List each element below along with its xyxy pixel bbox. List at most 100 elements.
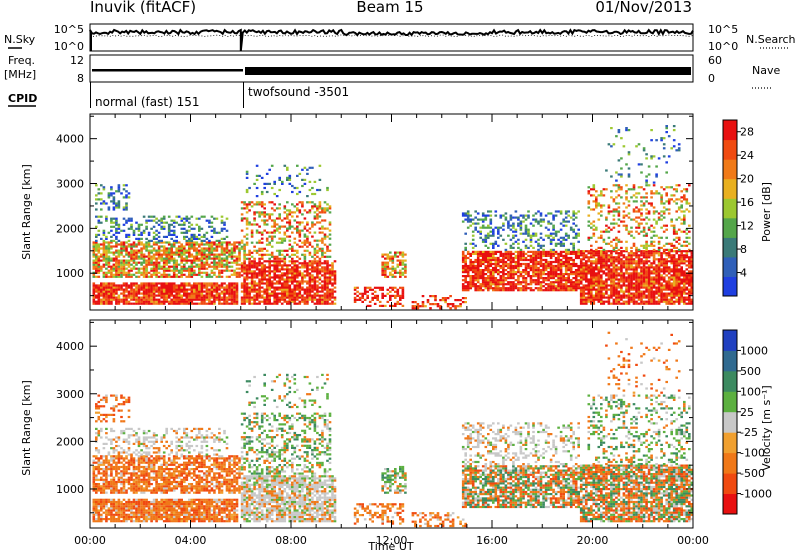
heatmap-cell [308,296,312,299]
heatmap-cell [471,250,475,253]
heatmap-cell [188,249,191,252]
heatmap-cell [296,282,299,285]
heatmap-cell [441,299,445,302]
heatmap-cell [92,253,96,256]
heatmap-cell [640,262,643,265]
heatmap-cell [672,294,676,297]
heatmap-cell [537,287,540,290]
heatmap-cell [215,249,219,252]
heatmap-cell [177,241,181,244]
heatmap-cell [384,294,387,297]
heatmap-cell [147,290,151,293]
heatmap-cell [280,298,284,301]
heatmap-cell [368,286,372,289]
heatmap-cell [303,253,307,256]
heatmap-cell [657,264,661,267]
heatmap-cell [637,264,641,267]
heatmap-cell [517,269,520,272]
cpid-label: CPID [8,92,37,105]
heatmap-cell [208,265,211,268]
heatmap-cell [313,266,317,269]
heatmap-cell [670,300,673,303]
heatmap-cell [198,267,201,270]
heatmap-cell [602,284,606,287]
heatmap-cell [549,254,553,257]
heatmap-cell [381,292,384,295]
heatmap-cell [210,288,214,291]
heatmap-cell [213,267,216,270]
heatmap-cell [539,273,543,276]
heatmap-cell [180,231,184,234]
heatmap-cell [572,210,575,213]
heatmap-cell [107,255,111,258]
heatmap-cell [270,186,274,190]
heatmap-cell [308,211,312,214]
heatmap-cell [660,282,663,285]
heatmap-cell [577,266,580,270]
heatmap-cell [165,263,168,266]
heatmap-cell [396,251,400,254]
heatmap-cell [394,269,397,272]
heatmap-cell [258,211,261,214]
heatmap-cell [635,276,638,279]
heatmap-cell [167,225,171,228]
heatmap-cell [170,265,173,268]
heatmap-cell [253,211,256,214]
heatmap-cell [592,250,596,253]
heatmap-cell [316,251,319,254]
heatmap-cell [484,281,488,284]
heatmap-cell [92,290,96,293]
heatmap-cell [157,241,161,244]
heatmap-cell [331,266,334,269]
heatmap-cell [371,288,374,291]
heatmap-cell [396,265,400,268]
heatmap-cell [147,282,151,285]
heatmap-cell [514,262,518,266]
heatmap-cell [220,229,224,232]
heatmap-cell [527,230,530,233]
heatmap-cell [253,270,256,273]
heatmap-cell [273,276,276,279]
heatmap-cell [296,225,299,228]
heatmap-cell [647,250,651,253]
heatmap-cell [592,282,596,285]
heatmap-cell [494,283,498,286]
heatmap-cell [275,249,279,252]
heatmap-cell [275,264,279,267]
heatmap-cell [97,298,101,301]
heatmap-cell [155,271,158,274]
heatmap-cell [554,250,558,253]
heatmap-cell [564,277,568,280]
heatmap-cell [142,273,146,276]
heatmap-cell [399,271,402,274]
heatmap-cell [552,238,555,241]
heatmap-cell [117,200,121,203]
heatmap-cell [152,231,156,234]
heatmap-cell [288,268,292,271]
heatmap-cell [323,211,327,214]
heatmap-cell [454,299,457,302]
heatmap-cell [127,286,131,289]
heatmap-cell [127,261,131,264]
heatmap-cell [286,249,289,252]
heatmap-cell [291,292,294,295]
heatmap-cell [522,256,525,260]
heatmap-cell [185,219,189,222]
heatmap-cell [645,280,648,283]
heatmap-cell [544,273,548,276]
heatmap-cell [95,215,98,218]
heatmap-cell [313,268,317,271]
heatmap-cell [250,264,254,267]
heatmap-cell [517,252,520,255]
heatmap-cell [376,296,379,299]
heatmap-cell [607,254,611,257]
heatmap-cell [328,296,332,299]
heatmap-cell [464,260,467,264]
heatmap-cell [497,285,500,288]
heatmap-cell [155,284,158,287]
heatmap-cell [296,192,299,196]
heatmap-cell [595,294,598,297]
heatmap-cell [504,262,508,266]
heatmap-cell [293,302,297,305]
heatmap-cell [381,265,384,268]
